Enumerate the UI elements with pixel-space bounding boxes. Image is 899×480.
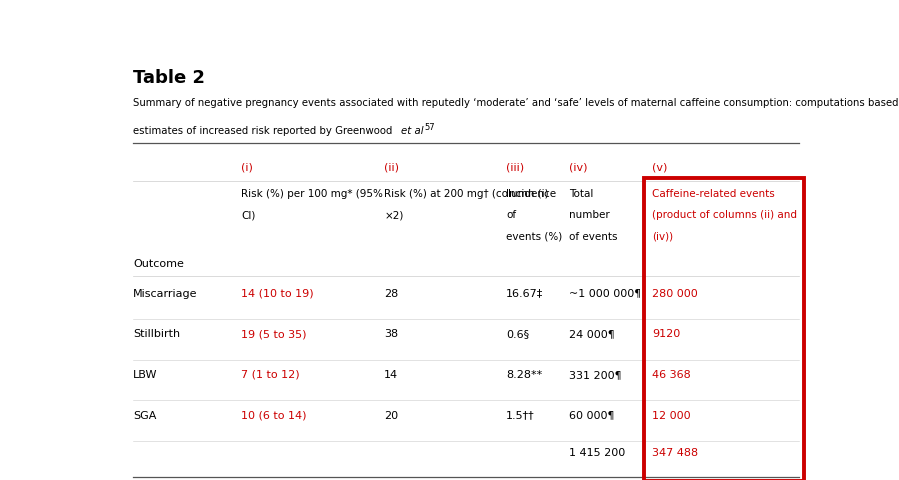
Text: 8.28**: 8.28**: [506, 370, 542, 380]
Text: of events: of events: [569, 232, 618, 242]
Text: 28: 28: [384, 288, 398, 299]
Text: Caffeine-related events: Caffeine-related events: [653, 189, 775, 199]
Text: 14: 14: [384, 370, 398, 380]
Text: ×2): ×2): [384, 210, 404, 220]
Text: 14 (10 to 19): 14 (10 to 19): [241, 288, 314, 299]
Text: estimates of increased risk reported by Greenwood: estimates of increased risk reported by …: [133, 126, 396, 136]
Text: Total: Total: [569, 189, 593, 199]
Text: Outcome: Outcome: [133, 259, 184, 269]
Text: 60 000¶: 60 000¶: [569, 410, 614, 420]
Text: Table 2: Table 2: [133, 69, 205, 87]
Text: 57: 57: [424, 123, 435, 132]
Text: 1.5††: 1.5††: [506, 410, 535, 420]
Text: events (%): events (%): [506, 232, 562, 242]
Text: Risk (%) at 200 mg† (column (i): Risk (%) at 200 mg† (column (i): [384, 189, 548, 199]
Text: Miscarriage: Miscarriage: [133, 288, 198, 299]
Text: 7 (1 to 12): 7 (1 to 12): [241, 370, 300, 380]
Text: (iv): (iv): [569, 163, 587, 173]
Text: (v): (v): [653, 163, 668, 173]
Text: Summary of negative pregnancy events associated with reputedly ‘moderate’ and ‘s: Summary of negative pregnancy events ass…: [133, 98, 899, 108]
Text: 12 000: 12 000: [653, 410, 691, 420]
Text: (i): (i): [241, 163, 254, 173]
Text: 280 000: 280 000: [653, 288, 699, 299]
Text: 16.67‡: 16.67‡: [506, 288, 543, 299]
Text: 38: 38: [384, 329, 398, 339]
Text: number: number: [569, 210, 610, 220]
Text: (ii): (ii): [384, 163, 399, 173]
Text: 0.6§: 0.6§: [506, 329, 530, 339]
Text: 331 200¶: 331 200¶: [569, 370, 621, 380]
Text: LBW: LBW: [133, 370, 158, 380]
Text: 24 000¶: 24 000¶: [569, 329, 615, 339]
Text: 10 (6 to 14): 10 (6 to 14): [241, 410, 307, 420]
Text: 46 368: 46 368: [653, 370, 691, 380]
Text: Risk (%) per 100 mg* (95%: Risk (%) per 100 mg* (95%: [241, 189, 383, 199]
Text: (product of columns (ii) and: (product of columns (ii) and: [653, 210, 797, 220]
Text: et al: et al: [401, 126, 423, 136]
Text: 20: 20: [384, 410, 398, 420]
Text: (iii): (iii): [506, 163, 524, 173]
Text: 1 415 200: 1 415 200: [569, 447, 625, 457]
Text: 347 488: 347 488: [653, 447, 699, 457]
Text: 19 (5 to 35): 19 (5 to 35): [241, 329, 307, 339]
Text: Stillbirth: Stillbirth: [133, 329, 181, 339]
Text: 9120: 9120: [653, 329, 681, 339]
Text: SGA: SGA: [133, 410, 156, 420]
Text: ~1 000 000¶: ~1 000 000¶: [569, 288, 641, 299]
Text: CI): CI): [241, 210, 255, 220]
Text: of: of: [506, 210, 516, 220]
Text: (iv)): (iv)): [653, 232, 673, 242]
Text: Incidence: Incidence: [506, 189, 556, 199]
